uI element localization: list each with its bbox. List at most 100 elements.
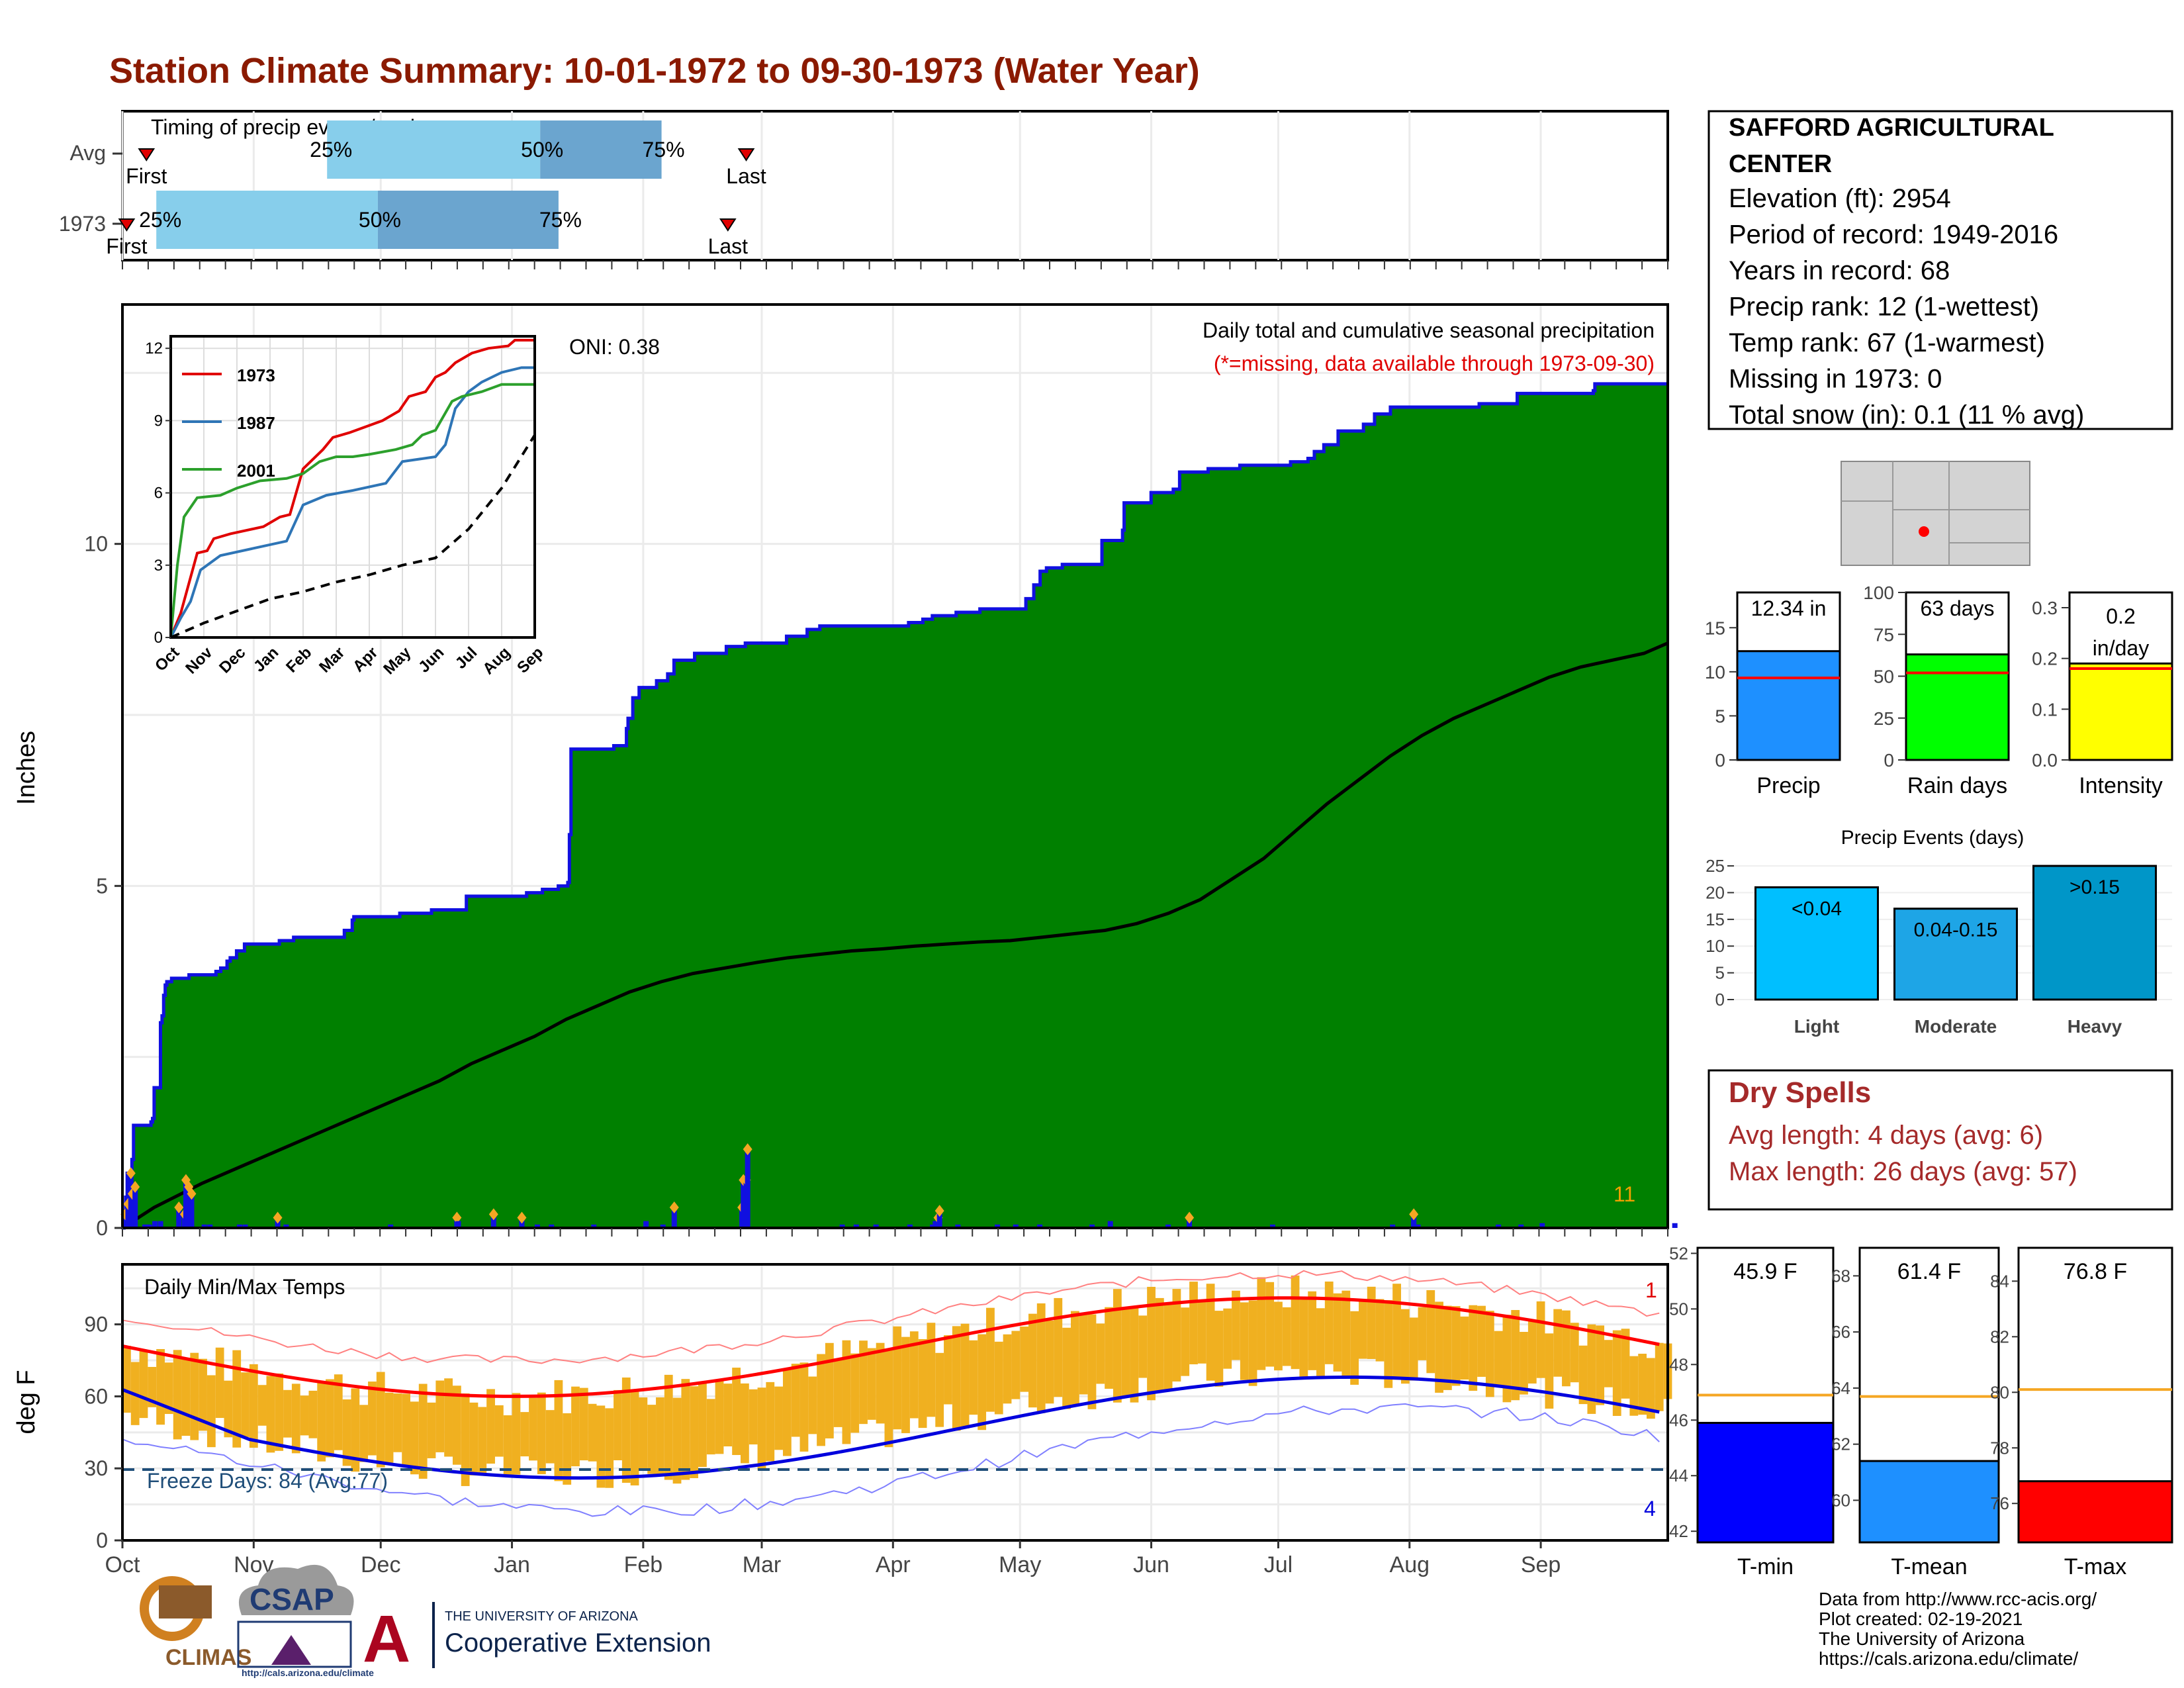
daily-temp-bar (817, 1354, 825, 1446)
daily-temp-bar (579, 1387, 588, 1461)
temp-summary-t-mean: 61.4 F 60 62 64 66 68 T-mean (1831, 1246, 2000, 1579)
daily-temp-bar (1392, 1284, 1401, 1380)
summary-bar-tick-label: 100 (1863, 583, 1894, 603)
daily-temp-bar (1612, 1330, 1621, 1416)
daily-temp-bar (1147, 1286, 1156, 1401)
temp-summary-tick-label: 48 (1669, 1354, 1688, 1374)
daily-temp-bar (799, 1362, 809, 1452)
daily-precip-bar (1089, 1224, 1095, 1228)
daily-temp-bar (427, 1402, 436, 1458)
daily-temp-bar (698, 1382, 707, 1468)
daily-precip-bar (936, 1211, 942, 1228)
daily-temp-bar (621, 1377, 631, 1483)
inset-xtick-label: Nov (182, 643, 216, 678)
temp-summary-fill (1858, 1460, 2000, 1544)
last-event-label: Last (726, 164, 766, 188)
daily-precip-bar (660, 1224, 666, 1228)
station-info-line: Missing in 1973: 0 (1729, 365, 1942, 394)
daily-temp-bar (1155, 1297, 1164, 1391)
daily-temp-bar (672, 1397, 682, 1484)
temp-summary-value: 45.9 F (1733, 1259, 1797, 1284)
cumulative-precip-line (122, 382, 1668, 1230)
events-bar-value: 0.04-0.15 (1914, 919, 1998, 941)
events-bar-light (1754, 886, 1879, 1001)
daily-precip-bar (853, 1224, 859, 1228)
svg-text:THE UNIVERSITY OF ARIZONA: THE UNIVERSITY OF ARIZONA (445, 1609, 639, 1624)
daily-temp-bar (741, 1383, 749, 1464)
inset-xtick-label: Mar (316, 643, 348, 676)
daily-temp-bar (782, 1369, 792, 1456)
daily-temp-bar (944, 1335, 952, 1405)
daily-temp-bar (690, 1386, 699, 1479)
daily-precip-bar (189, 1194, 195, 1228)
credit-line-2: Plot created: 02-19-2021 (1819, 1609, 2023, 1629)
daily-temp-bar (1062, 1327, 1071, 1409)
daily-precip-bar (129, 1194, 135, 1228)
timing-row-label-avg: Avg (69, 141, 106, 165)
daily-temp-bar (1350, 1311, 1359, 1385)
daily-temp-bar (1189, 1282, 1198, 1365)
daily-temp-bar (173, 1350, 182, 1440)
avg-cumulative-line (121, 641, 1668, 1230)
daily-precip-bar (455, 1221, 461, 1228)
timing-panel: Timing of precip events/totals Avg 1973 … (59, 110, 1669, 261)
daily-temp-bar (1553, 1309, 1563, 1377)
daily-precip-bar (549, 1224, 555, 1228)
daily-temp-bar (1536, 1301, 1545, 1378)
daily-temp-bar (1036, 1303, 1046, 1413)
daily-temp-bar (393, 1393, 402, 1452)
station-info-box: SAFFORD AGRICULTURAL CENTER Elevation (ft… (1707, 110, 2173, 430)
month-label: Feb (624, 1552, 663, 1577)
daily-temp-bar (876, 1342, 885, 1424)
daily-temp-bar (1604, 1340, 1613, 1387)
inset-legend-2001: 2001 (237, 461, 275, 481)
daily-temp-bar (1248, 1300, 1257, 1386)
daily-temp-bar (927, 1323, 936, 1417)
summary-bar-label: Intensity (2079, 773, 2163, 798)
temp-summary-tick-label: 46 (1669, 1410, 1688, 1430)
daily-temp-bar (647, 1405, 657, 1474)
daily-temp-bar (537, 1392, 546, 1474)
summary-bar-tick-label: 0.0 (2032, 750, 2058, 771)
daily-temp-bar (1477, 1305, 1486, 1377)
daily-temp-bar (952, 1326, 961, 1431)
credit-line-3: The University of Arizona (1819, 1628, 2025, 1649)
csap-logo: CSAP http://cals.arizona.edu/climate (237, 1564, 374, 1678)
daily-temp-bar (1469, 1305, 1478, 1391)
events-tick-label: 10 (1706, 936, 1725, 956)
daily-precip-marker (517, 1211, 527, 1224)
daily-temp-bar (1206, 1284, 1215, 1381)
first-event-marker (118, 218, 136, 232)
credit-line-1: Data from http://www.rcc-acis.org/ (1819, 1589, 2097, 1609)
daily-precip-bar (176, 1207, 182, 1228)
timing-row-label-1973: 1973 (59, 212, 106, 236)
daily-temp-bar (503, 1415, 512, 1477)
daily-precip-bar (242, 1224, 248, 1228)
timing-bar-50-75 (377, 191, 559, 249)
daily-temp-bar (376, 1372, 385, 1468)
daily-precip-bar (201, 1224, 207, 1228)
inset-series-1987 (169, 366, 535, 638)
daily-temp-bar (1265, 1282, 1275, 1367)
daily-precip-bar (125, 1203, 131, 1228)
temp-summary-tick-label: 62 (1831, 1434, 1850, 1454)
daily-precip-bar (152, 1221, 158, 1228)
temp-summary-tick-label: 76 (1990, 1493, 2009, 1513)
inset-xtick-label: Aug (479, 643, 514, 678)
daily-temp-bar (241, 1372, 250, 1437)
daily-precip-marker (669, 1201, 679, 1213)
daily-precip-bar (142, 1224, 148, 1228)
daily-temp-bar (1299, 1299, 1308, 1378)
temp-summary-label: T-mean (1891, 1554, 1967, 1579)
temp-summary-value: 61.4 F (1897, 1259, 1961, 1284)
events-bar-heavy (2032, 865, 2157, 1001)
daily-temp-bar (342, 1399, 351, 1466)
timing-bar-25-50 (156, 191, 378, 249)
summary-bar-fill (1736, 650, 1841, 761)
daily-temp-bar (164, 1362, 173, 1415)
daily-temp-bar (368, 1382, 377, 1456)
events-tick-label: 20 (1706, 882, 1725, 902)
temp-summary-tick-label: 44 (1669, 1466, 1688, 1485)
last-event-marker (719, 218, 737, 232)
